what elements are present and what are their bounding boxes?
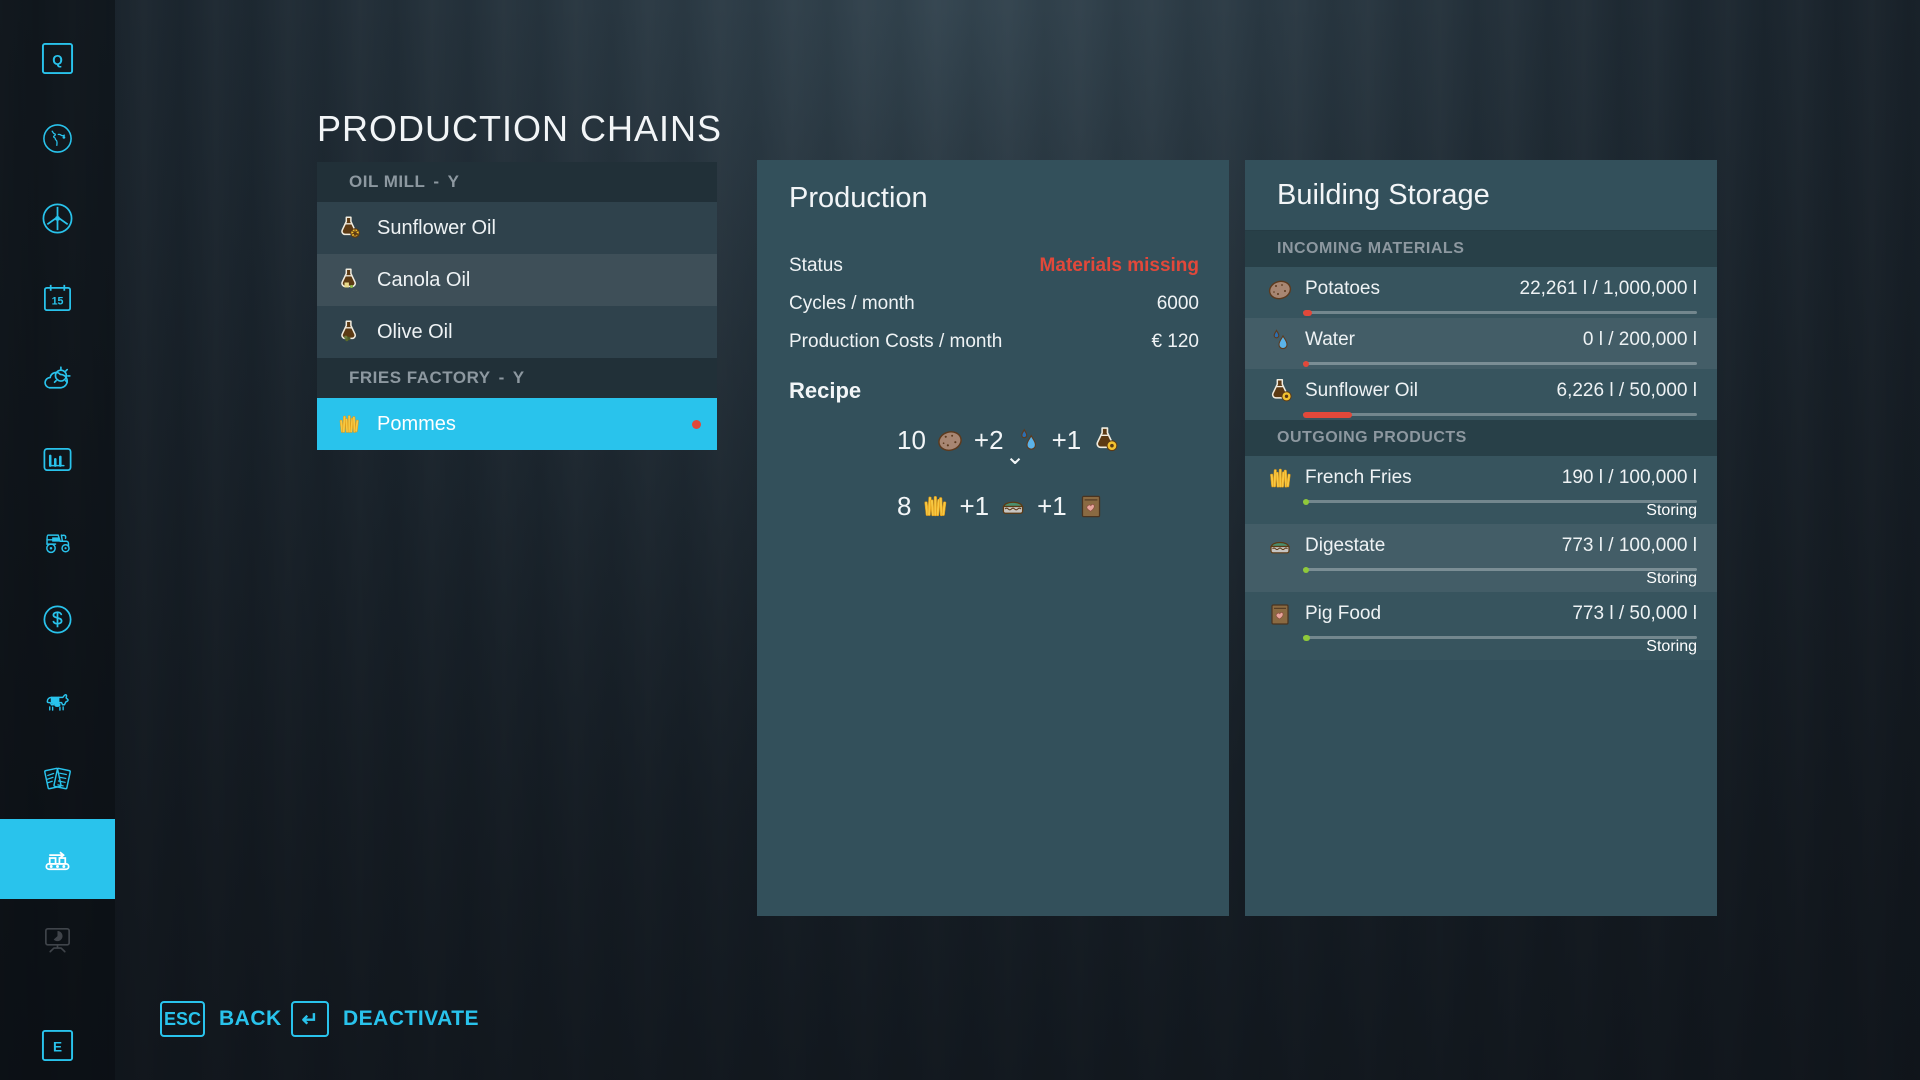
- svg-text:E: E: [53, 1039, 62, 1054]
- svg-text:15: 15: [52, 295, 64, 307]
- svg-text:Q: Q: [52, 52, 63, 67]
